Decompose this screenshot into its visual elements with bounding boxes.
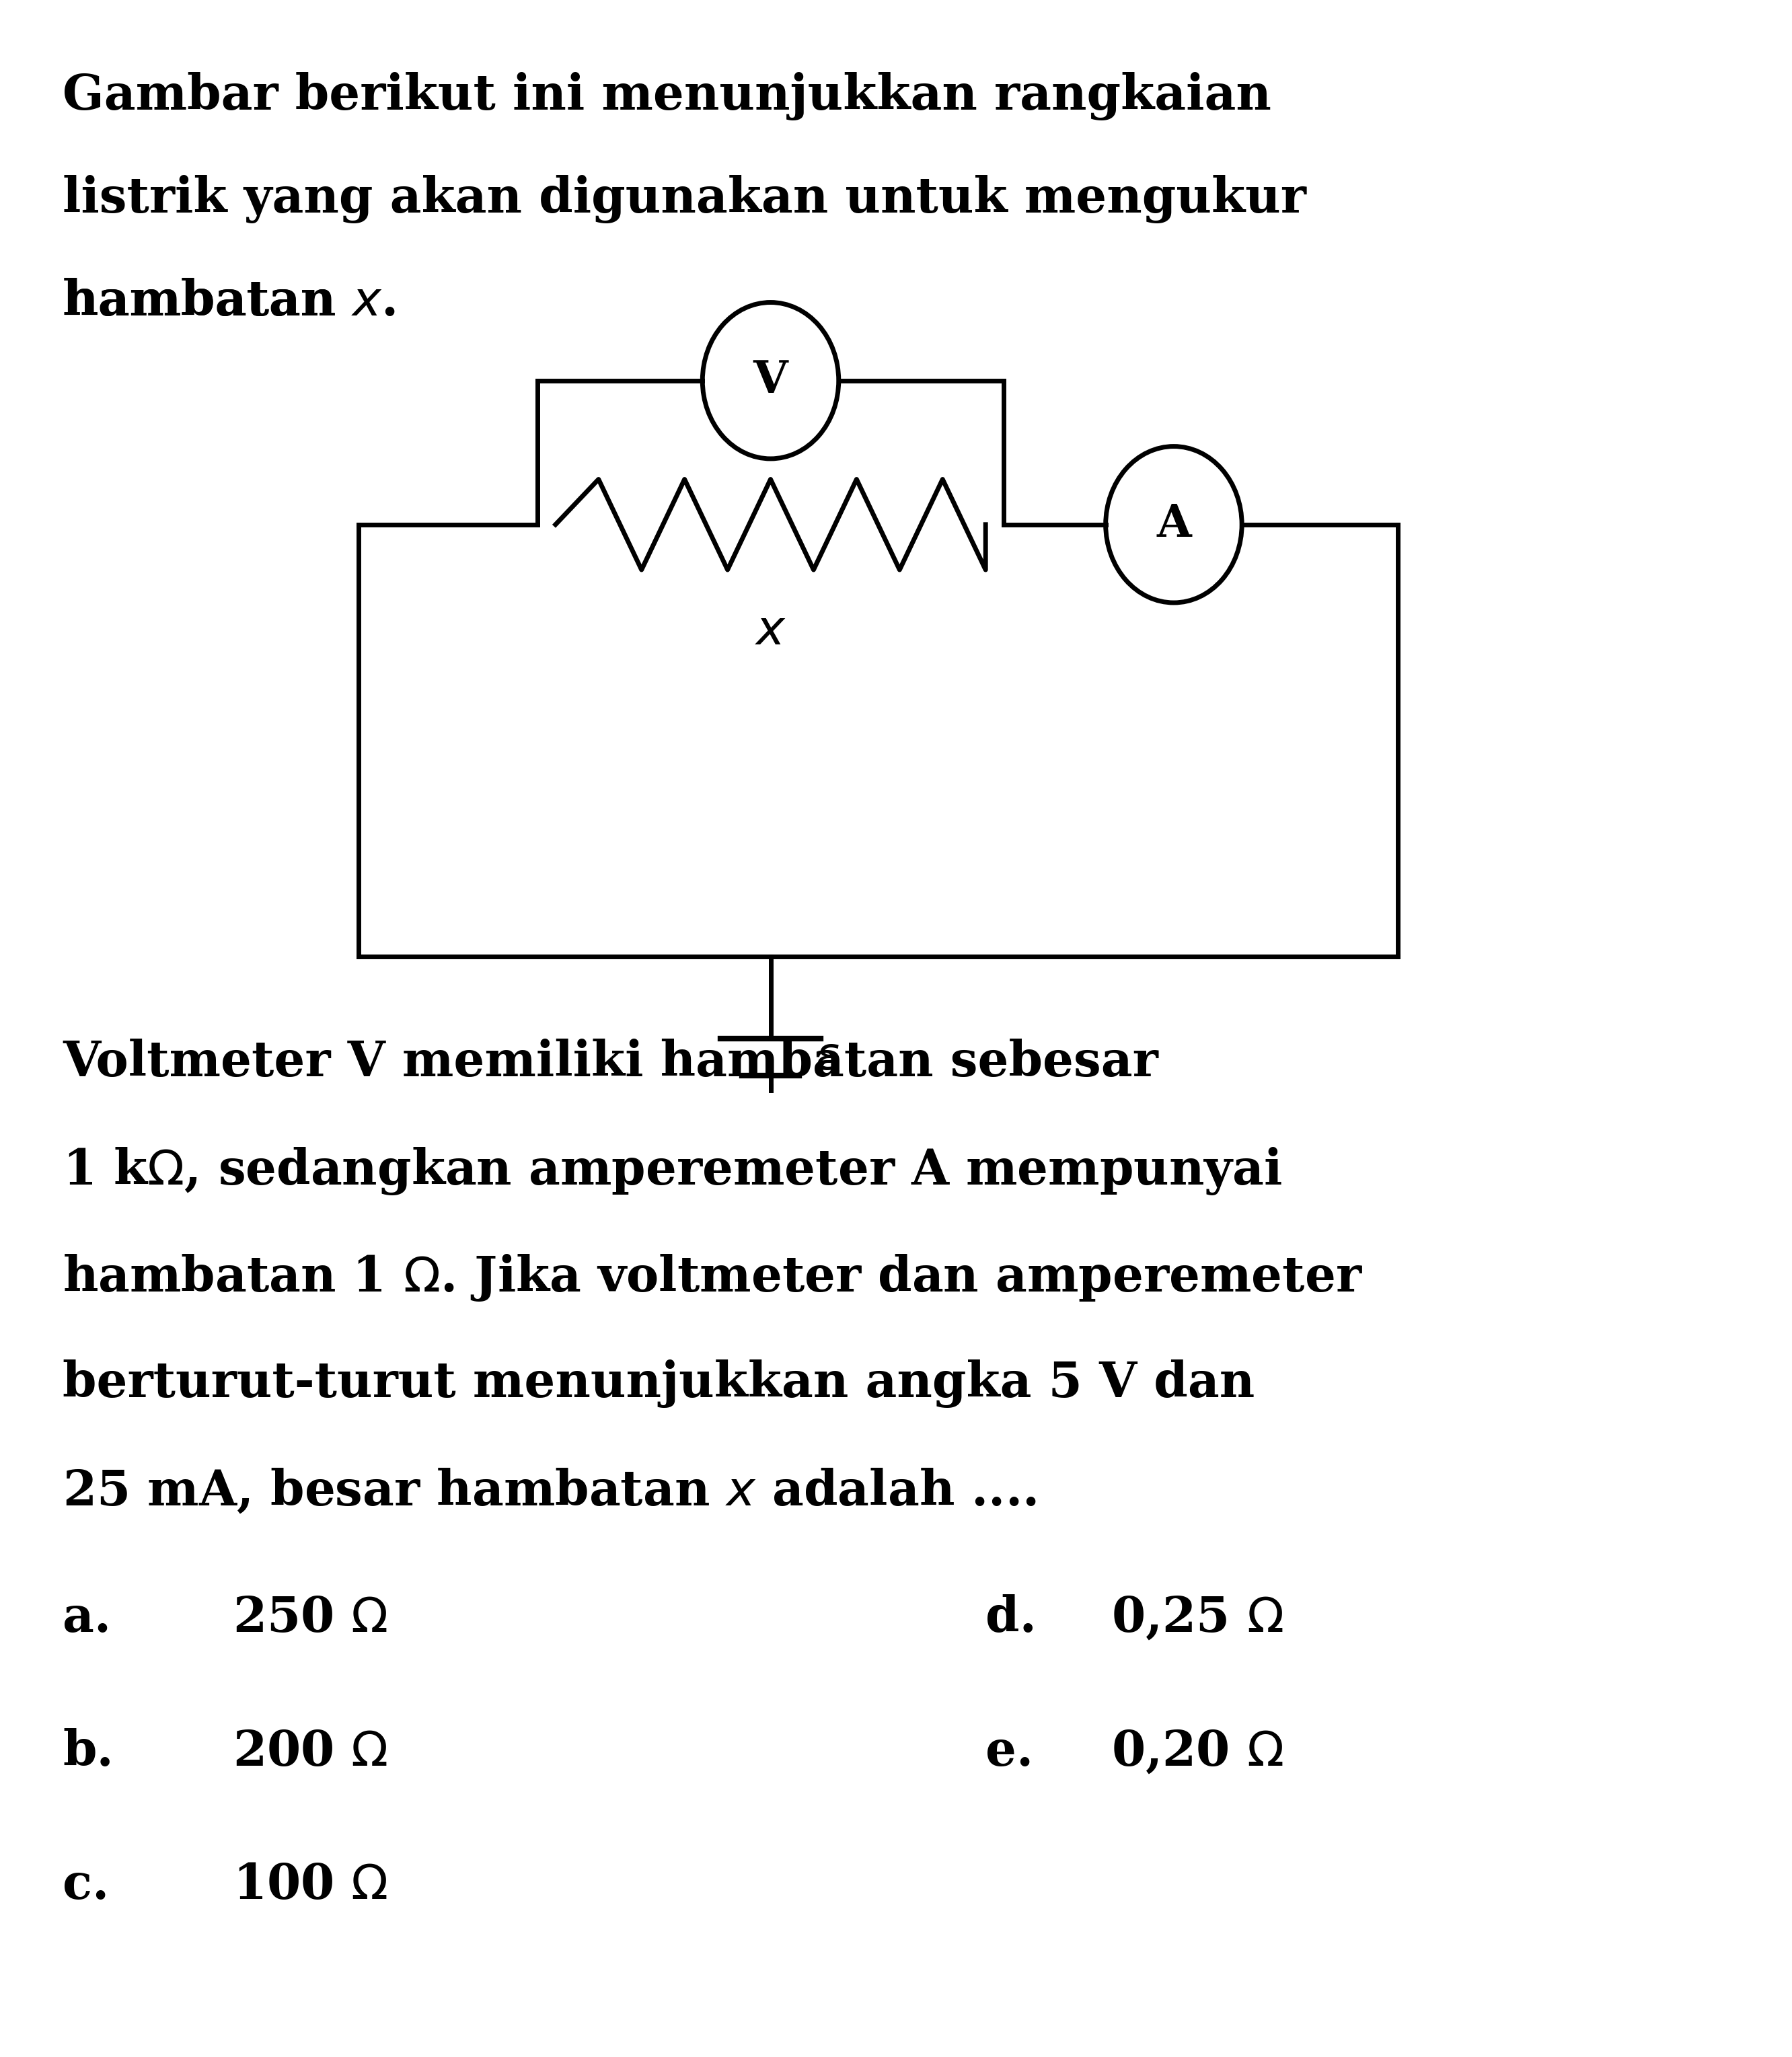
Text: 1 k$\Omega$, sedangkan amperemeter A mempunyai: 1 k$\Omega$, sedangkan amperemeter A mem… xyxy=(63,1146,1283,1197)
Text: hambatan: hambatan xyxy=(63,278,353,325)
Text: Voltmeter V memiliki hambatan sebesar: Voltmeter V memiliki hambatan sebesar xyxy=(63,1039,1158,1086)
Text: V: V xyxy=(753,358,788,403)
Text: hambatan 1 $\Omega$. Jika voltmeter dan amperemeter: hambatan 1 $\Omega$. Jika voltmeter dan … xyxy=(63,1253,1364,1304)
Text: c.: c. xyxy=(63,1862,109,1909)
Text: berturut-turut menunjukkan angka 5 V dan: berturut-turut menunjukkan angka 5 V dan xyxy=(63,1360,1254,1409)
Text: d.: d. xyxy=(986,1594,1036,1641)
Text: 250 $\Omega$: 250 $\Omega$ xyxy=(233,1594,387,1641)
Text: $\varepsilon$: $\varepsilon$ xyxy=(815,1035,839,1080)
Text: 0,25 $\Omega$: 0,25 $\Omega$ xyxy=(1111,1594,1283,1641)
Text: b.: b. xyxy=(63,1728,113,1775)
Text: $x$: $x$ xyxy=(754,607,787,654)
Text: 25 mA, besar hambatan $x$ adalah ....: 25 mA, besar hambatan $x$ adalah .... xyxy=(63,1467,1036,1516)
Text: e.: e. xyxy=(986,1728,1034,1775)
Text: hambatan $x$.: hambatan $x$. xyxy=(63,278,396,325)
Text: A: A xyxy=(1156,502,1192,547)
Text: listrik yang akan digunakan untuk mengukur: listrik yang akan digunakan untuk menguk… xyxy=(63,175,1306,224)
Text: 100 $\Omega$: 100 $\Omega$ xyxy=(233,1862,387,1909)
Text: 0,20 $\Omega$: 0,20 $\Omega$ xyxy=(1111,1728,1283,1775)
Text: a.: a. xyxy=(63,1594,111,1641)
Text: 200 $\Omega$: 200 $\Omega$ xyxy=(233,1728,387,1775)
Text: Gambar berikut ini menunjukkan rangkaian: Gambar berikut ini menunjukkan rangkaian xyxy=(63,72,1272,121)
